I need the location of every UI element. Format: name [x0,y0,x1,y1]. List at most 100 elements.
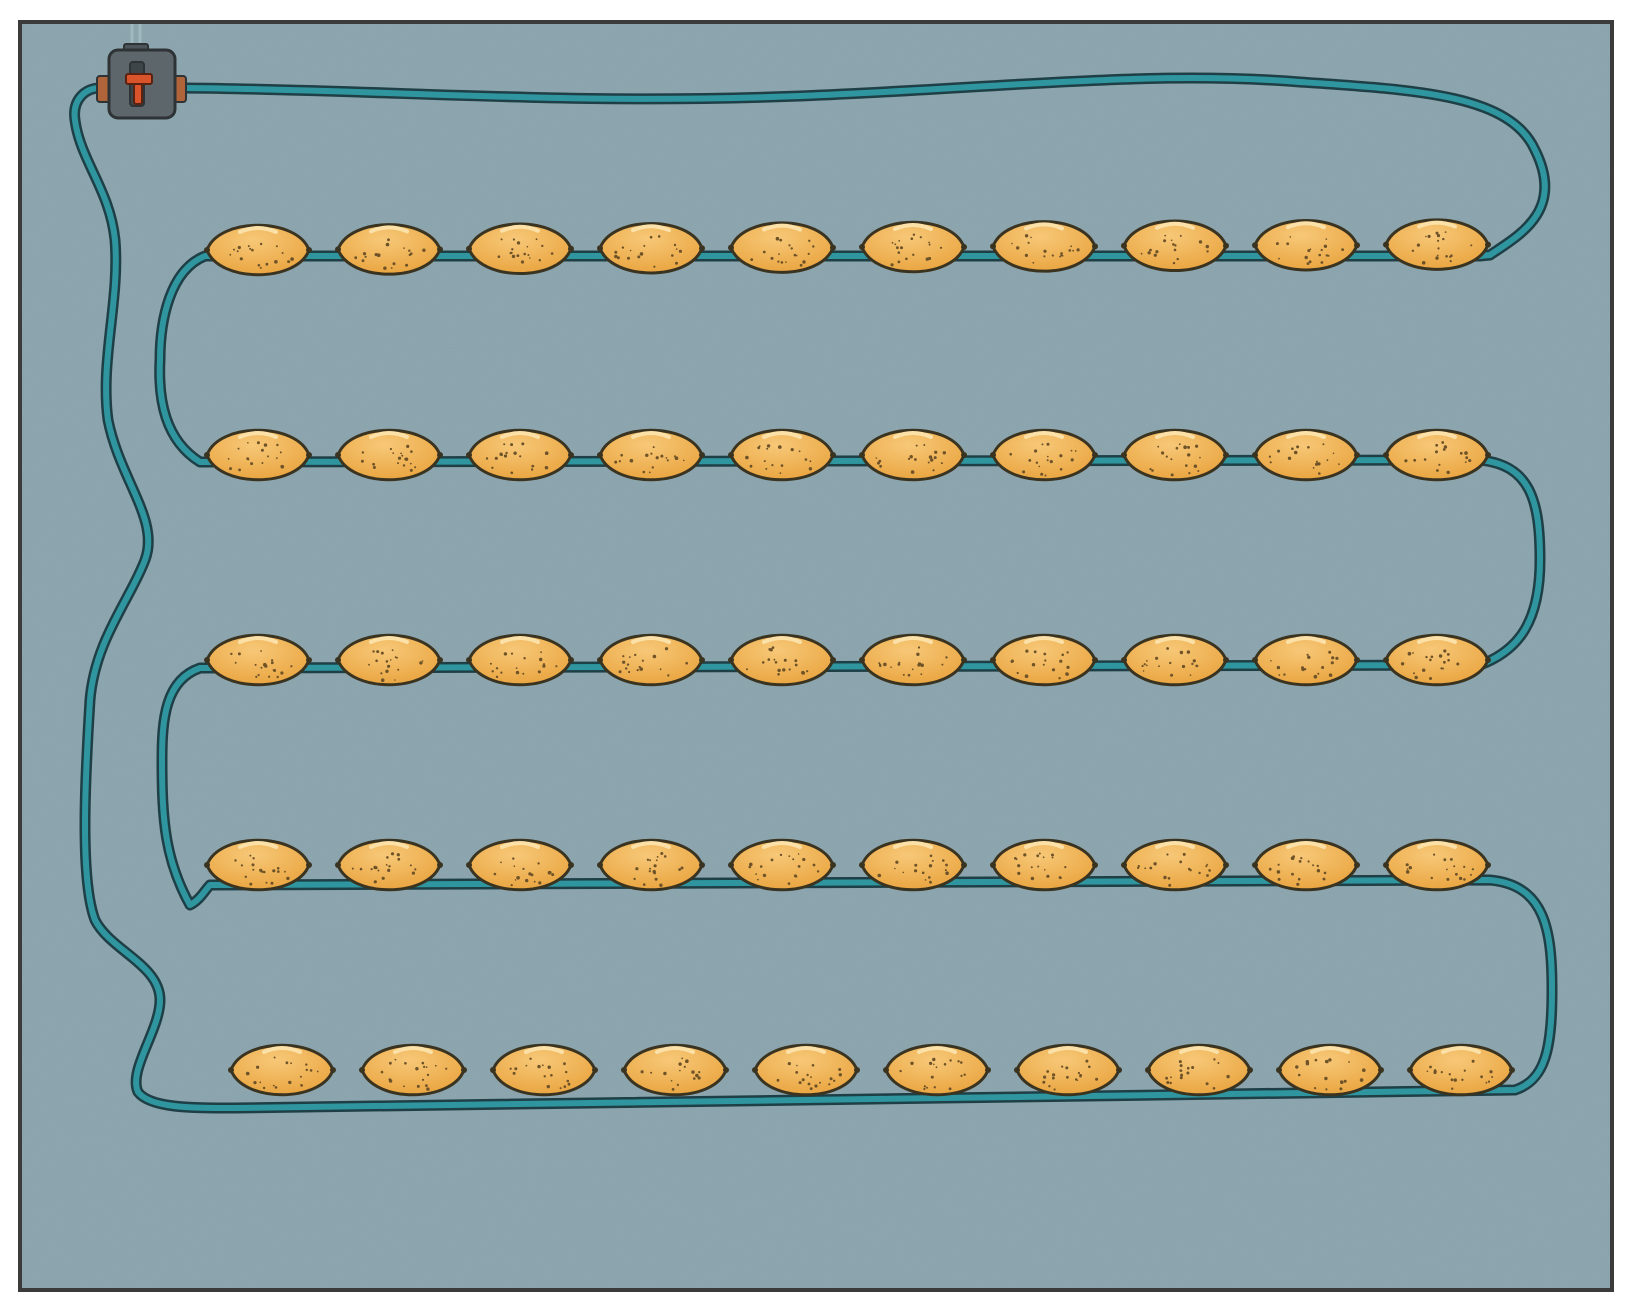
emitter-speckle [659,668,662,671]
emitter-speckle [920,663,924,667]
emitter-speckle [933,456,937,460]
emitter-body [729,221,835,274]
emitter-speckle [1064,866,1067,869]
emitter-speckle [559,1087,562,1090]
emitter-speckle [638,665,641,669]
emitter-speckle [691,1070,695,1074]
emitter-speckle [359,867,363,871]
emitter-speckle [1324,1076,1328,1081]
emitter-speckle [288,1080,292,1085]
emitter-speckle [671,254,674,257]
emitter-speckle [511,254,516,259]
emitter-speckle [1058,677,1061,680]
emitter-speckle [1423,458,1427,461]
drip-emitter-icon [335,633,443,687]
emitter-speckle [305,1068,308,1072]
emitter-connector [1014,1067,1020,1073]
emitter-speckle [1015,858,1018,861]
emitter-speckle [272,1084,275,1087]
emitter-speckle [924,879,927,881]
emitter-speckle [685,1060,688,1063]
emitter-speckle [1433,1069,1437,1072]
emitter-speckle [1174,244,1177,247]
emitter-speckle [899,1069,902,1073]
emitter-speckle [262,1086,266,1090]
emitter-speckle [1187,453,1191,457]
emitter-speckle [387,238,390,242]
emitter-speckle [376,650,380,654]
emitter-speckle [1011,242,1013,245]
emitter-speckle [270,881,274,885]
emitter-speckle [423,1065,426,1068]
emitter-speckle [1059,454,1063,458]
emitter-connector [335,862,341,868]
emitter-speckle [778,445,782,449]
emitter-speckle [1183,445,1187,450]
emitter-speckle [251,863,255,867]
emitter-speckle [1449,260,1452,263]
emitter-speckle [255,675,258,679]
emitter-speckle [1016,671,1019,675]
emitter-speckle [811,1064,815,1067]
emitter-highlight [1417,431,1457,439]
emitter-speckle [1433,1071,1437,1075]
emitter-speckle [1442,448,1446,451]
emitter-speckle [389,447,392,451]
emitter-speckle [267,455,269,458]
emitter-speckle [618,670,622,674]
emitter-speckle [1314,1058,1318,1062]
emitter-speckle [762,250,766,254]
emitter-speckle [256,1065,260,1069]
emitter-connector [306,452,312,458]
emitter-speckle [1323,878,1326,881]
emitter-speckle [512,238,516,241]
emitter-body [1122,838,1228,892]
emitter-speckle [247,442,249,444]
emitter-speckle [426,1073,430,1077]
emitter-speckle [1155,250,1159,254]
emitter-speckle [681,1057,684,1060]
emitter-speckle [680,250,682,253]
emitter-speckle [763,460,766,463]
emitter-speckle [516,254,520,257]
emitter-speckle [945,863,948,867]
emitter-highlight [1048,1046,1088,1054]
emitter-connector [1092,862,1098,868]
emitter-speckle [388,865,391,868]
drip-emitter-icon [728,633,836,687]
emitter-body [1122,633,1228,687]
emitter-speckle [1034,449,1038,453]
emitter-speckle [1140,252,1143,255]
emitter-speckle [1025,649,1029,653]
emitter-speckle [305,1063,308,1066]
emitter-connector [1383,452,1389,458]
emitter-speckle [1030,866,1033,869]
emitter-highlight [786,1046,826,1054]
emitter-speckle [914,458,917,461]
emitter-speckle [941,663,944,666]
emitter-speckle [381,876,385,880]
emitter-connector [330,1067,336,1073]
emitter-speckle [245,1071,250,1076]
emitter-speckle [902,673,905,676]
emitter-speckle [946,872,949,875]
emitter-speckle [622,661,624,663]
emitter-highlight [1310,1046,1350,1054]
emitter-speckle [1143,663,1146,666]
emitter-speckle [1301,666,1304,670]
emitter-speckle [376,253,381,257]
emitter-speckle [655,859,658,862]
emitter-speckle [240,864,243,867]
emitter-connector [830,244,836,251]
drip-emitter-icon [1121,838,1229,892]
emitter-speckle [1023,853,1027,857]
emitter-body [229,1043,335,1097]
emitter-connector [568,245,574,252]
emitter-speckle [750,258,754,261]
emitter-speckle [796,1064,798,1067]
emitter-speckle [949,1059,952,1062]
emitter-speckle [698,1077,701,1079]
emitter-speckle [807,252,810,255]
emitter-speckle [1269,461,1272,464]
emitter-speckle [1277,877,1281,881]
